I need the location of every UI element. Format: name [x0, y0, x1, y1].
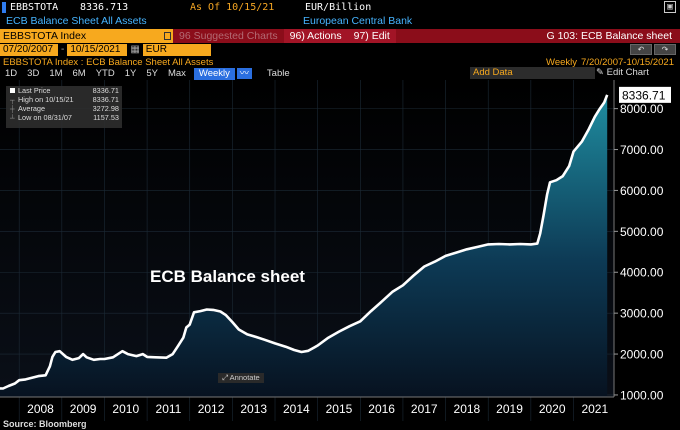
dropdown-box-icon[interactable] [164, 32, 171, 40]
legend-last-price-label: Last Price [18, 86, 51, 95]
period-ytd[interactable]: YTD [95, 67, 115, 79]
period-5y[interactable]: 5Y [146, 67, 158, 79]
legend-average: ┼ Average 3272.98 [6, 104, 122, 113]
as-of-date: As Of 10/15/21 [190, 2, 275, 13]
x-tick-label: 2014 [283, 402, 310, 416]
x-tick-label: 2016 [368, 402, 395, 416]
annotate-button[interactable]: ⤢ Annotate [218, 373, 264, 383]
frequency-select[interactable]: Weekly [193, 67, 235, 80]
x-tick-label: 2021 [581, 402, 608, 416]
currency-select[interactable]: EUR [142, 43, 211, 56]
x-tick-label: 2008 [27, 402, 54, 416]
last-price: 8336.713 [80, 2, 129, 13]
legend-high: ┬ High on 10/15/21 8336.71 [6, 95, 122, 104]
x-tick-label: 2015 [326, 402, 353, 416]
security-marker-icon [2, 2, 6, 13]
x-tick-label: 2020 [539, 402, 566, 416]
x-tick-label: 2010 [112, 402, 139, 416]
legend-low: ┴ Low on 08/31/07 1157.53 [6, 113, 122, 122]
security-input[interactable]: EBBSTOTA Index [0, 29, 173, 43]
ticker-symbol[interactable]: EBBSTOTA [10, 2, 59, 13]
y-tick-label: 2000.00 [620, 348, 664, 362]
chart-annotation-title: ECB Balance sheet [150, 267, 305, 286]
security-header: EBBSTOTA 8336.713 As Of 10/15/21 EUR/Bil… [0, 0, 680, 15]
security-source: European Central Bank [303, 15, 413, 27]
last-value-label: 8336.71 [622, 88, 666, 102]
edit-menu-button[interactable]: 97) Edit [347, 29, 396, 43]
x-axis: 2008 2009 2010 2011 2012 2013 2014 2015 2016 2017… [27, 402, 608, 416]
y-tick-label: 8000.00 [620, 102, 664, 116]
chart-security-title: EBBSTOTA Index : ECB Balance Sheet All A… [3, 56, 214, 68]
legend-swatch [10, 88, 15, 93]
start-date-input[interactable]: 07/20/2007 [0, 43, 58, 56]
table-button[interactable]: Table [266, 67, 290, 79]
period-max[interactable]: Max [167, 67, 186, 79]
chart-legend[interactable]: Last Price 8336.71 ┬ High on 10/15/21 83… [6, 86, 122, 128]
calendar-icon[interactable]: ▦ [130, 44, 140, 55]
forward-icon[interactable]: ↷ [654, 44, 676, 55]
x-tick-label: 2009 [70, 402, 97, 416]
command-bar: EBBSTOTA Index 96 Suggested Charts 96) A… [0, 29, 680, 43]
units-label: EUR/Billion [305, 2, 372, 13]
function-title: G 103: ECB Balance sheet [546, 30, 673, 42]
y-tick-label: 6000.00 [620, 184, 664, 198]
y-tick-label: 1000.00 [620, 388, 664, 402]
high-marker-icon: ┬ [10, 97, 15, 104]
balance-line [0, 94, 609, 390]
legend-high-value: 8336.71 [92, 95, 119, 104]
average-marker-icon: ┼ [10, 106, 15, 113]
period-1m[interactable]: 1M [49, 67, 63, 79]
legend-low-value: 1157.53 [93, 113, 119, 122]
end-date-input[interactable]: 10/15/2021 [67, 43, 128, 56]
y-tick-label: 5000.00 [620, 225, 664, 239]
x-tick-label: 2011 [156, 402, 182, 416]
range-bar: 07/20/2007 - 10/15/2021 ▦ EUR ↶ ↷ [0, 43, 680, 56]
security-input-value: EBBSTOTA Index [3, 30, 87, 42]
period-3d[interactable]: 3D [27, 67, 40, 79]
annotate-label: Annotate [229, 373, 260, 382]
period-6m[interactable]: 6M [72, 67, 86, 79]
camera-icon[interactable]: ▣ [664, 1, 676, 13]
security-name: ECB Balance Sheet All Assets [6, 15, 147, 27]
balance-area [0, 94, 608, 398]
legend-high-label: High on 10/15/21 [18, 95, 74, 104]
x-tick-label: 2018 [454, 402, 481, 416]
legend-average-value: 3272.98 [92, 104, 119, 113]
security-description: ECB Balance Sheet All Assets European Ce… [0, 14, 680, 28]
legend-last-price: Last Price 8336.71 [6, 86, 122, 95]
period-1d[interactable]: 1D [5, 67, 18, 79]
x-tick-label: 2013 [240, 402, 267, 416]
low-marker-icon: ┴ [10, 115, 15, 122]
chart-toolbar: 1D 3D 1M 6M YTD 1Y 5Y Max Weekly 〰 Table… [0, 67, 680, 80]
edit-chart-label: Edit Chart [606, 67, 649, 78]
balance-sheet-chart[interactable]: 1000.00 2000.00 3000.00 4000.00 5000.00 6000.… [0, 80, 680, 430]
legend-low-label: Low on 08/31/07 [18, 113, 72, 122]
chart-date-range: 7/20/2007-10/15/2021 [581, 56, 674, 68]
x-tick-label: 2012 [198, 402, 225, 416]
chart-frequency: Weekly [546, 56, 578, 68]
line-chart-icon[interactable]: 〰 [236, 68, 252, 79]
legend-average-label: Average [18, 104, 46, 113]
add-data-input[interactable]: Add Data [470, 67, 595, 79]
y-tick-label: 4000.00 [620, 266, 664, 280]
legend-last-price-value: 8336.71 [92, 86, 119, 95]
last-value-tag: 8336.71 [619, 86, 671, 103]
edit-chart-button[interactable]: ✎ Edit Chart [596, 67, 649, 78]
period-1y[interactable]: 1Y [124, 67, 137, 79]
source-label: Source: Bloomberg [3, 419, 87, 429]
chart-title-bar: EBBSTOTA Index : ECB Balance Sheet All A… [0, 56, 680, 68]
y-tick-label: 7000.00 [620, 143, 664, 157]
suggested-charts-button[interactable]: 96 Suggested Charts [179, 30, 278, 42]
y-axis: 1000.00 2000.00 3000.00 4000.00 5000.00 6000.… [614, 102, 664, 402]
y-tick-label: 3000.00 [620, 307, 664, 321]
x-tick-label: 2017 [411, 402, 438, 416]
x-tick-label: 2019 [496, 402, 523, 416]
actions-menu-button[interactable]: 96) Actions [283, 29, 348, 43]
range-separator: - [61, 44, 65, 55]
back-icon[interactable]: ↶ [630, 44, 652, 55]
